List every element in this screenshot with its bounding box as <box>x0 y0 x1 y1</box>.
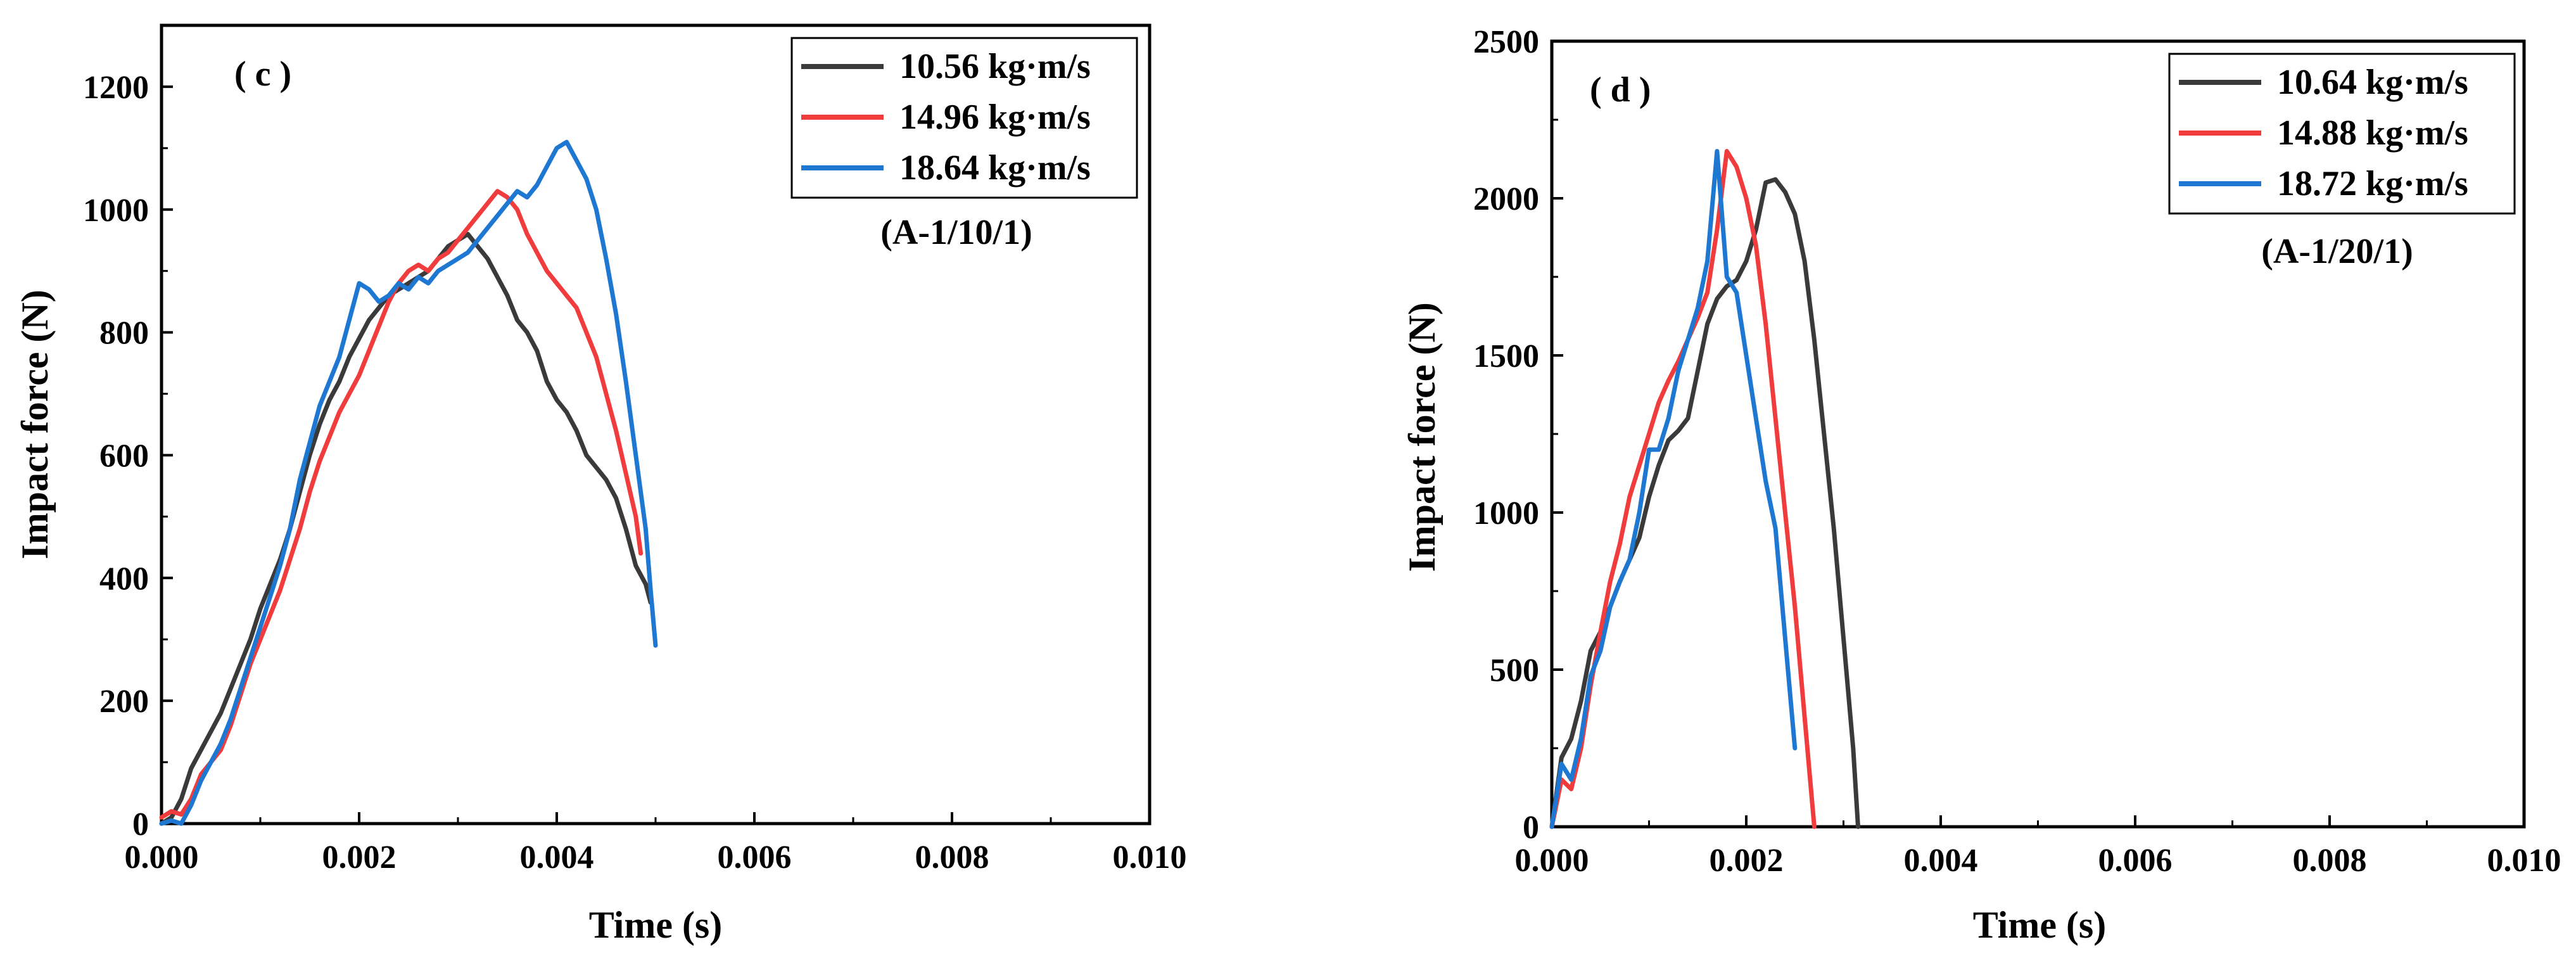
x-tick-label: 0.002 <box>322 839 397 876</box>
x-axis-title: Time (s) <box>1973 904 2107 946</box>
x-tick-label: 0.008 <box>2293 843 2367 879</box>
chart-panel-d: 0.000 0.002 0.004 0.006 0.008 0.010 0 500 1000 15… <box>1401 24 2561 946</box>
x-tick-label: 0.010 <box>1113 839 1187 876</box>
panel-label: ( c ) <box>234 54 291 94</box>
tick-marks: 0.000 0.002 0.004 0.006 0.008 0.010 0 500 1000 15… <box>1473 24 2561 879</box>
series-line-3 <box>159 139 658 826</box>
series-group <box>1549 149 1860 829</box>
x-tick-label: 0.006 <box>2098 843 2173 879</box>
legend: 10.64 kg·m/s 14.88 kg·m/s 18.72 kg·m/s <box>2168 53 2516 215</box>
y-tick-label: 400 <box>99 561 149 597</box>
y-axis-title: Impact force (N) <box>1401 302 1443 571</box>
y-tick-label: 600 <box>99 438 149 474</box>
legend-entry: 10.56 kg·m/s <box>899 47 1091 86</box>
y-tick-label: 1200 <box>83 70 149 106</box>
series-line-3 <box>1549 149 1798 829</box>
y-tick-label: 1000 <box>83 193 149 229</box>
specimen-annotation: (A-1/10/1) <box>880 213 1032 252</box>
x-tick-label: 0.004 <box>1904 843 1978 879</box>
y-tick-label: 0 <box>132 806 149 843</box>
y-tick-label: 1000 <box>1473 495 1539 532</box>
y-tick-label: 500 <box>1490 653 1539 689</box>
series-group <box>159 139 658 826</box>
chart-panel-c: 0.000 0.002 0.004 0.006 0.008 0.010 0 200 400 600… <box>14 23 1187 946</box>
tick-marks: 0.000 0.002 0.004 0.006 0.008 0.010 0 200 400 600… <box>83 24 1187 876</box>
x-axis-title: Time (s) <box>589 904 723 946</box>
y-tick-label: 2500 <box>1473 24 1539 60</box>
legend-entry: 18.72 kg·m/s <box>2277 164 2468 203</box>
x-tick-label: 0.010 <box>2487 843 2561 879</box>
y-tick-label: 200 <box>99 684 149 720</box>
x-tick-label: 0.004 <box>520 839 594 876</box>
x-tick-label: 0.008 <box>915 839 989 876</box>
series-line-2 <box>1549 149 1817 829</box>
y-tick-label: 800 <box>99 315 149 352</box>
legend-entry: 18.64 kg·m/s <box>899 148 1091 188</box>
legend-entry: 14.88 kg·m/s <box>2277 113 2468 153</box>
x-tick-label: 0.000 <box>125 839 199 876</box>
panel-label: ( d ) <box>1590 70 1651 110</box>
legend-entry: 10.64 kg·m/s <box>2277 63 2468 102</box>
y-axis-title: Impact force (N) <box>14 290 56 559</box>
y-tick-label: 1500 <box>1473 338 1539 374</box>
y-tick-label: 0 <box>1523 810 1539 846</box>
specimen-annotation: (A-1/20/1) <box>2261 232 2413 271</box>
y-tick-label: 2000 <box>1473 181 1539 217</box>
series-line-1 <box>159 232 653 826</box>
legend-entry: 14.96 kg·m/s <box>899 98 1091 137</box>
legend: 10.56 kg·m/s 14.96 kg·m/s 18.64 kg·m/s <box>790 37 1138 199</box>
x-tick-label: 0.000 <box>1515 843 1589 879</box>
x-tick-label: 0.002 <box>1710 843 1784 879</box>
x-tick-label: 0.006 <box>718 839 792 876</box>
